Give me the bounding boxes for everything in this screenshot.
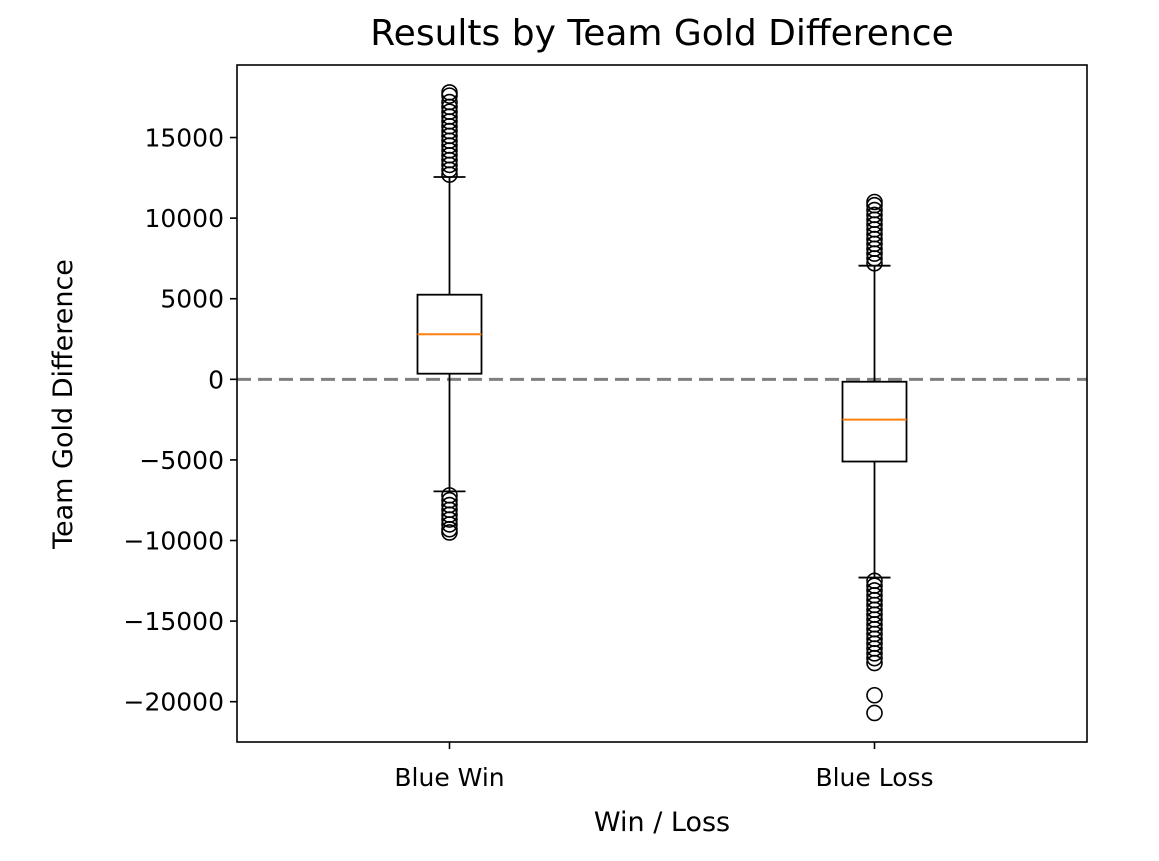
y-axis-label: Team Gold Difference — [48, 259, 79, 550]
blue-win-outlier-point — [441, 93, 458, 111]
blue-loss-outlier-point — [866, 193, 883, 211]
plot-area-frame — [236, 64, 1088, 743]
blue-win-outlier-point — [441, 103, 458, 121]
blue-loss-outlier-point — [866, 704, 883, 722]
y-tick-label: −10000 — [124, 527, 224, 556]
x-tick-label: Blue Loss — [815, 763, 933, 792]
blue-loss-outlier-point — [866, 654, 883, 672]
y-tick-label: 0 — [208, 365, 224, 394]
x-tick-label: Blue Win — [394, 763, 504, 792]
y-tick-label: −20000 — [124, 688, 224, 717]
blue-loss-outlier-point — [866, 686, 883, 704]
blue-win-outlier-point — [441, 511, 458, 528]
blue-loss-box — [841, 380, 908, 463]
blue-loss-outlier-point — [866, 649, 883, 667]
y-tick-label: 10000 — [144, 204, 224, 233]
blue-win-outlier-point — [441, 516, 458, 533]
blue-loss-outlier-point — [866, 201, 883, 219]
y-tick-label: −5000 — [139, 446, 224, 475]
chart-title: Results by Team Gold Difference — [370, 13, 953, 54]
y-tick-label: 5000 — [160, 285, 224, 314]
x-axis-label: Win / Loss — [594, 807, 730, 838]
y-tick-label: −15000 — [124, 607, 224, 636]
y-tick-label: 15000 — [144, 124, 224, 153]
blue-loss-outlier-point — [866, 645, 883, 662]
blue-win-outlier-point — [441, 84, 458, 101]
blue-loss-outlier-point — [866, 206, 883, 224]
blue-win-outlier-point — [441, 87, 458, 104]
blue-win-outlier-point — [441, 524, 458, 541]
